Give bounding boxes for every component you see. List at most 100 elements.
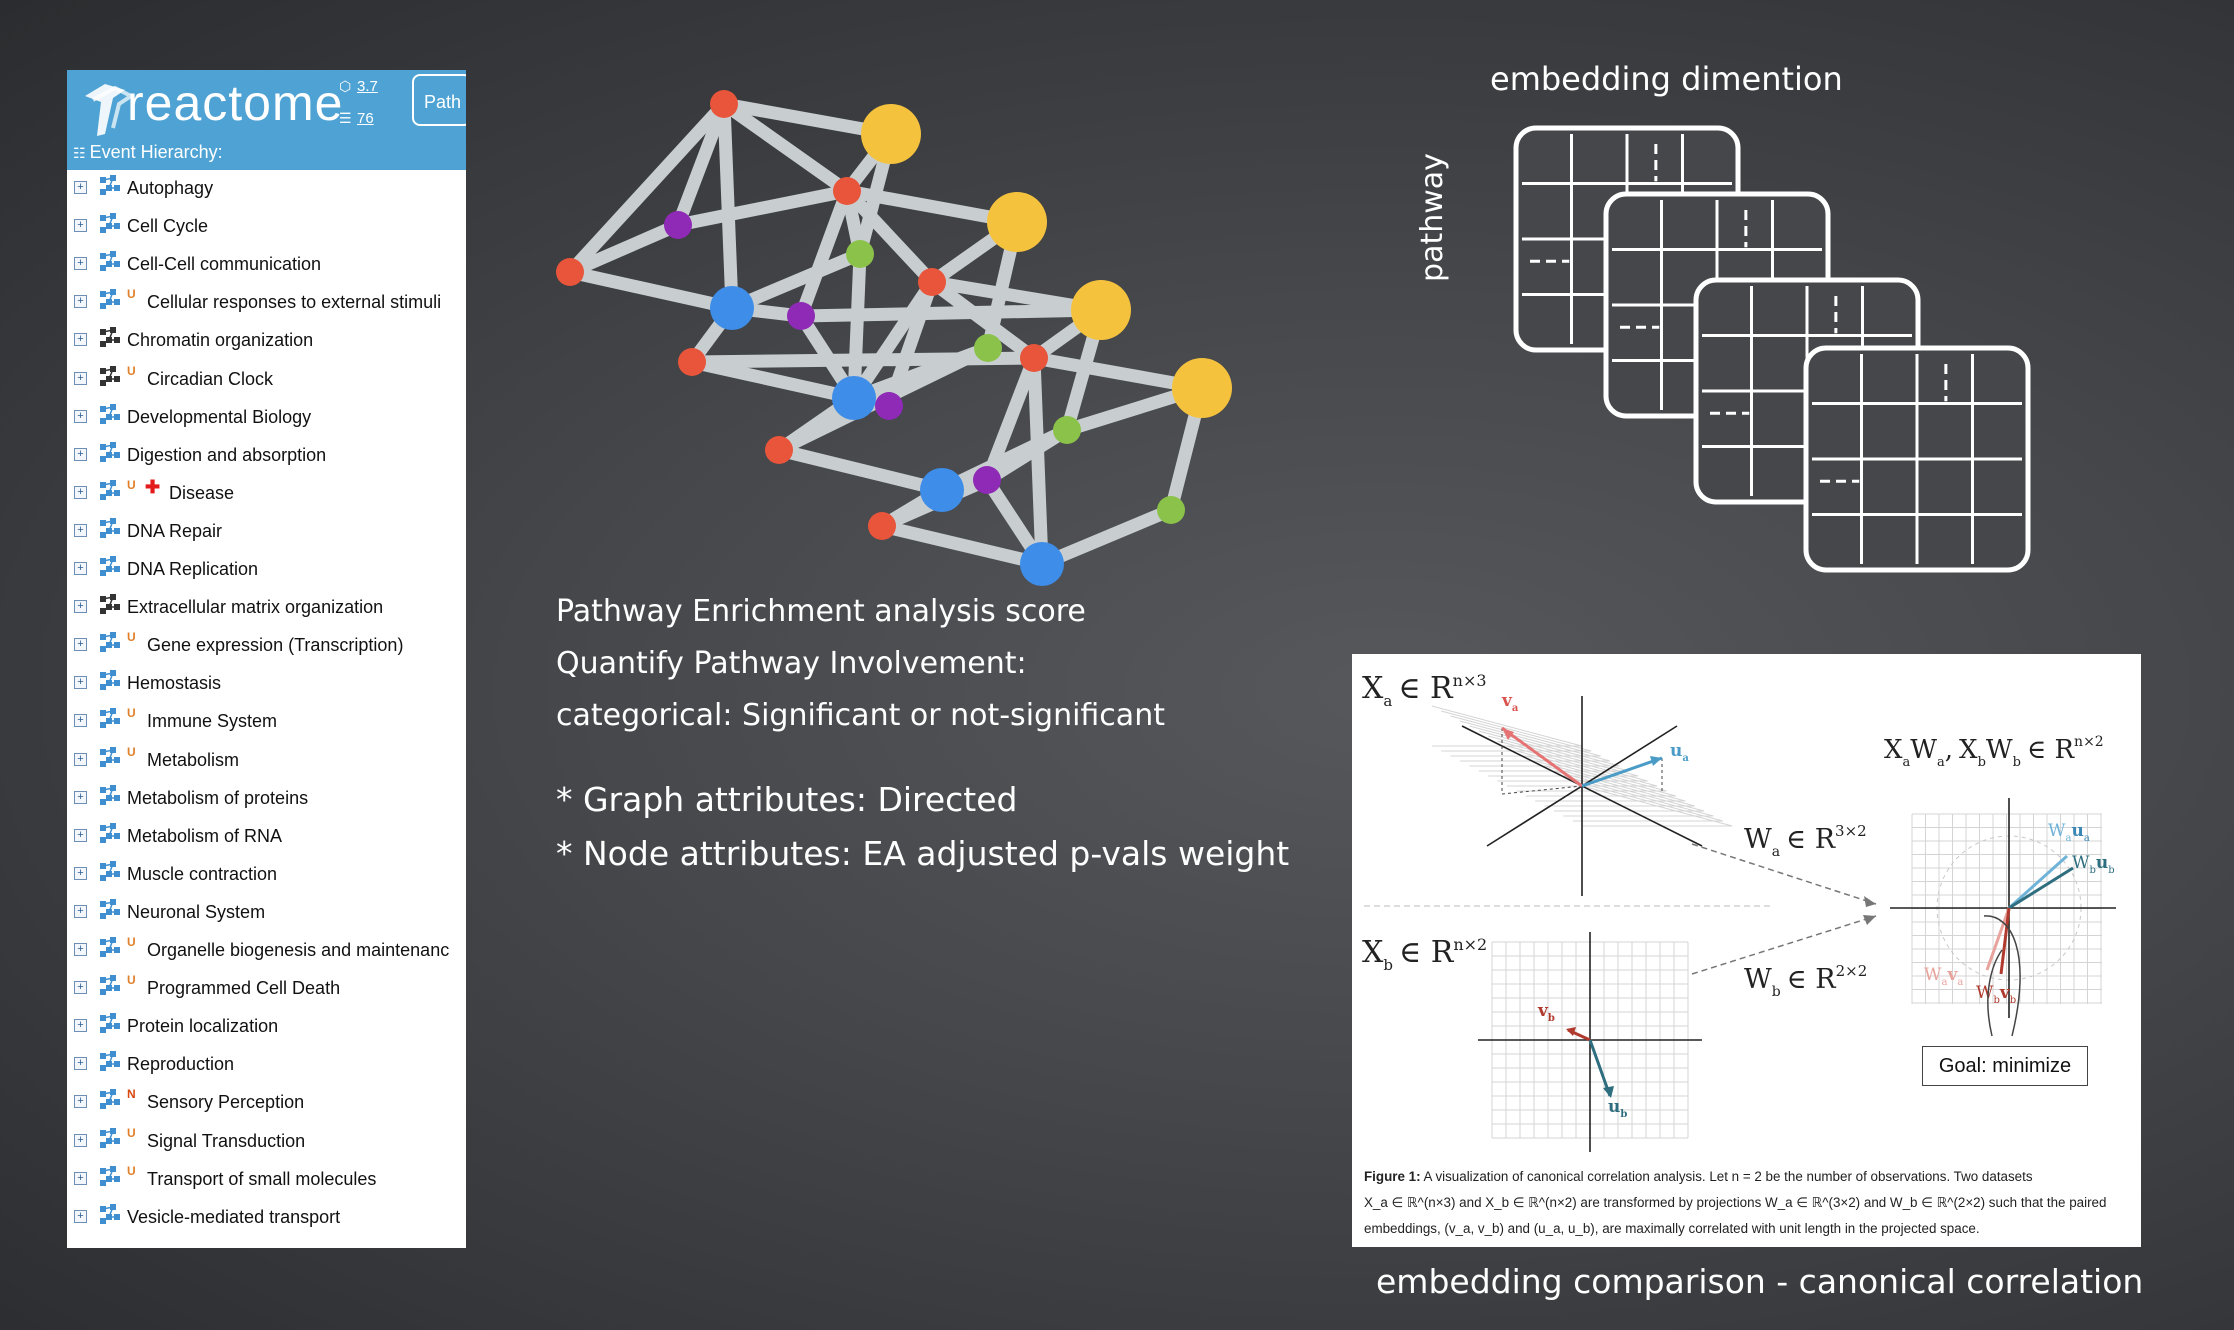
expand-icon[interactable]: +	[74, 371, 87, 385]
wb-arrowhead	[1863, 915, 1876, 925]
event-list-item[interactable]: + Hemostasis	[67, 667, 466, 703]
expand-icon[interactable]: +	[74, 600, 87, 614]
version-value: 3.7	[357, 78, 378, 95]
pathway-icon	[100, 594, 120, 615]
event-list-item[interactable]: + Chromatin organization	[67, 324, 466, 360]
expand-icon[interactable]: +	[74, 219, 87, 233]
pathway-icon-edge	[102, 786, 117, 803]
expand-icon[interactable]: +	[74, 485, 87, 499]
event-list-item[interactable]: + Digestion and absorption	[67, 439, 466, 475]
graph-edge	[717, 97, 739, 315]
event-list-item[interactable]: + DNA Repair	[67, 515, 466, 551]
event-list-item[interactable]: + Extracellular matrix organization	[67, 591, 466, 627]
version-link[interactable]: ⬡ 3.7	[339, 78, 378, 95]
event-list-item[interactable]: + Muscle contraction	[67, 858, 466, 894]
expand-icon[interactable]: +	[74, 1171, 87, 1185]
expand-icon[interactable]: +	[74, 447, 87, 461]
graph-edge	[840, 184, 939, 289]
event-label: Programmed Cell Death	[147, 978, 341, 999]
event-list-item[interactable]: + U Gene expression (Transcription)	[67, 629, 466, 665]
event-list-item[interactable]: + U Cellular responses to external stimuli	[67, 286, 466, 322]
event-list-item[interactable]: + U Metabolism	[67, 744, 466, 780]
expand-icon[interactable]: +	[74, 1057, 87, 1071]
event-list-item[interactable]: + Reproduction	[67, 1048, 466, 1084]
ub-arrowhead	[1603, 1086, 1614, 1098]
graph-node	[1020, 344, 1048, 372]
graph-edge	[772, 443, 949, 497]
graph-node	[1071, 280, 1131, 340]
event-list-item[interactable]: + U ✚ Disease	[67, 477, 466, 513]
event-list-item[interactable]: + Neuronal System	[67, 896, 466, 932]
expand-icon[interactable]: +	[74, 295, 87, 309]
pathway-browser-button[interactable]: Path	[412, 74, 466, 126]
caption-figure-number: Figure 1:	[1364, 1169, 1421, 1184]
expand-icon[interactable]: +	[74, 257, 87, 271]
graph-edge	[671, 184, 854, 232]
xa-label: Xa ∈ Rn×3	[1362, 671, 1487, 710]
graph-edge	[563, 218, 685, 279]
event-status-badge: U	[127, 630, 136, 645]
enrichment-line-1: Pathway Enrichment analysis score	[556, 594, 1086, 629]
graph-edge	[563, 97, 731, 279]
event-list-item[interactable]: + N Sensory Perception	[67, 1086, 466, 1122]
pathway-icon-edge	[102, 557, 117, 574]
pathway-icon-edge	[102, 634, 117, 650]
event-list-item[interactable]: + U Transport of small molecules	[67, 1163, 466, 1199]
expand-icon[interactable]: +	[74, 714, 87, 728]
cube-icon: ⬡	[339, 78, 352, 94]
xa-3d-plot	[1431, 696, 1733, 896]
expand-icon[interactable]: +	[74, 981, 87, 995]
event-list-item[interactable]: + U Circadian Clock	[67, 363, 466, 399]
event-list-item[interactable]: + Metabolism of RNA	[67, 820, 466, 856]
pathway-icon	[100, 975, 120, 996]
expand-icon[interactable]: +	[74, 638, 87, 652]
expand-icon[interactable]: +	[74, 1095, 87, 1109]
disease-cross-icon: ✚	[145, 476, 161, 497]
expand-icon[interactable]: +	[74, 676, 87, 690]
expand-icon[interactable]: +	[74, 1133, 87, 1147]
pathway-icon	[100, 1203, 120, 1224]
release-link[interactable]: ☰ 76	[339, 110, 374, 127]
graph-edge	[875, 519, 1049, 571]
event-list-item[interactable]: + Autophagy	[67, 172, 466, 208]
event-list-item[interactable]: + DNA Replication	[67, 553, 466, 589]
event-list-item[interactable]: + Cell-Cell communication	[67, 248, 466, 284]
event-label: Autophagy	[127, 178, 214, 198]
event-list-item[interactable]: + U Immune System	[67, 705, 466, 741]
event-label: Cell-Cell communication	[127, 254, 322, 275]
event-list-item[interactable]: + Developmental Biology	[67, 401, 466, 437]
expand-icon[interactable]: +	[74, 181, 87, 194]
event-label: Extracellular matrix organization	[127, 597, 384, 618]
pathway-icon	[100, 517, 120, 538]
graph-edge	[1035, 503, 1178, 571]
goal-pointer-1	[1987, 949, 2003, 1037]
expand-icon[interactable]: +	[74, 790, 87, 804]
expand-icon[interactable]: +	[74, 333, 87, 347]
expand-icon[interactable]: +	[74, 562, 87, 575]
event-list-item[interactable]: + Protein localization	[67, 1010, 466, 1046]
expand-icon[interactable]: +	[74, 409, 87, 423]
pathway-icon	[100, 365, 120, 386]
event-list-item[interactable]: + Metabolism of proteins	[67, 782, 466, 818]
event-list-item[interactable]: + Vesicle-mediated transport	[67, 1201, 466, 1237]
expand-icon[interactable]: +	[74, 828, 87, 842]
expand-icon[interactable]: +	[74, 1019, 87, 1033]
pathway-icon	[100, 441, 120, 462]
graph-edge	[847, 247, 867, 405]
expand-icon[interactable]: +	[74, 752, 87, 766]
event-list-item[interactable]: + U Programmed Cell Death	[67, 972, 466, 1008]
expand-icon[interactable]: +	[74, 523, 87, 537]
event-list-container	[67, 170, 466, 1248]
event-list-item[interactable]: + U Signal Transduction	[67, 1125, 466, 1161]
expand-icon[interactable]: +	[74, 904, 87, 918]
event-list-item[interactable]: + U Organelle biogenesis and maintenanc	[67, 934, 466, 970]
caption-line-2: X_a ∈ ℝ^(n×3) and X_b ∈ ℝ^(n×2) are tran…	[1364, 1195, 2107, 1210]
expand-icon[interactable]: +	[74, 943, 87, 956]
expand-icon[interactable]: +	[74, 866, 87, 880]
vb-arrowhead	[1566, 1027, 1576, 1036]
event-list-item[interactable]: + Cell Cycle	[67, 210, 466, 246]
wb-vb-vector	[1999, 907, 2011, 975]
pathway-icon-edge	[102, 329, 117, 346]
embedding-matrix-stack	[1513, 125, 2031, 573]
expand-icon[interactable]: +	[74, 1209, 87, 1223]
